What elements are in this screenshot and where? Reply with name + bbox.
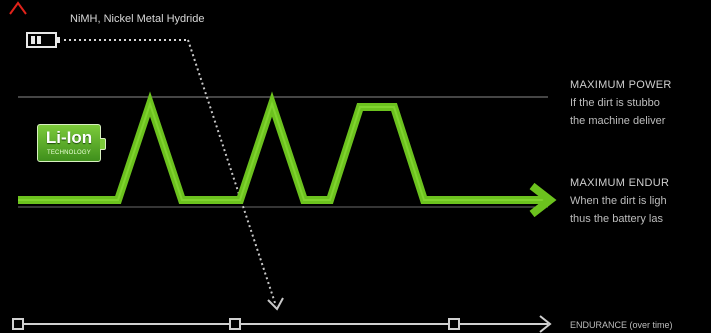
y-axis-arrowhead <box>9 1 27 15</box>
nimh-decline-arrowhead <box>267 297 284 311</box>
nimh-decline-line <box>187 39 277 307</box>
li-ion-badge: Li-Ion TECHNOLOGY <box>37 124 106 162</box>
x-axis-label: ENDURANCE (over time) <box>570 320 673 330</box>
max-power-description-line: the machine deliver <box>570 115 666 127</box>
li-ion-badge-subtext: TECHNOLOGY <box>46 150 91 156</box>
max-power-description-line: If the dirt is stubbo <box>570 97 660 109</box>
square-marker-icon <box>229 318 241 330</box>
max-endurance-description-line: thus the battery las <box>570 213 663 225</box>
battery-icon <box>26 32 60 48</box>
li-ion-curve <box>18 91 557 218</box>
max-endurance-description-line: When the dirt is ligh <box>570 195 667 207</box>
nimh-label: NiMH, Nickel Metal Hydride <box>70 13 205 25</box>
square-marker-icon <box>448 318 460 330</box>
max-endurance-title: MAXIMUM ENDUR <box>570 177 670 189</box>
x-axis-arrowhead <box>539 315 552 333</box>
max-power-title: MAXIMUM POWER <box>570 79 672 91</box>
li-ion-badge-text: Li-Ion <box>45 128 93 147</box>
